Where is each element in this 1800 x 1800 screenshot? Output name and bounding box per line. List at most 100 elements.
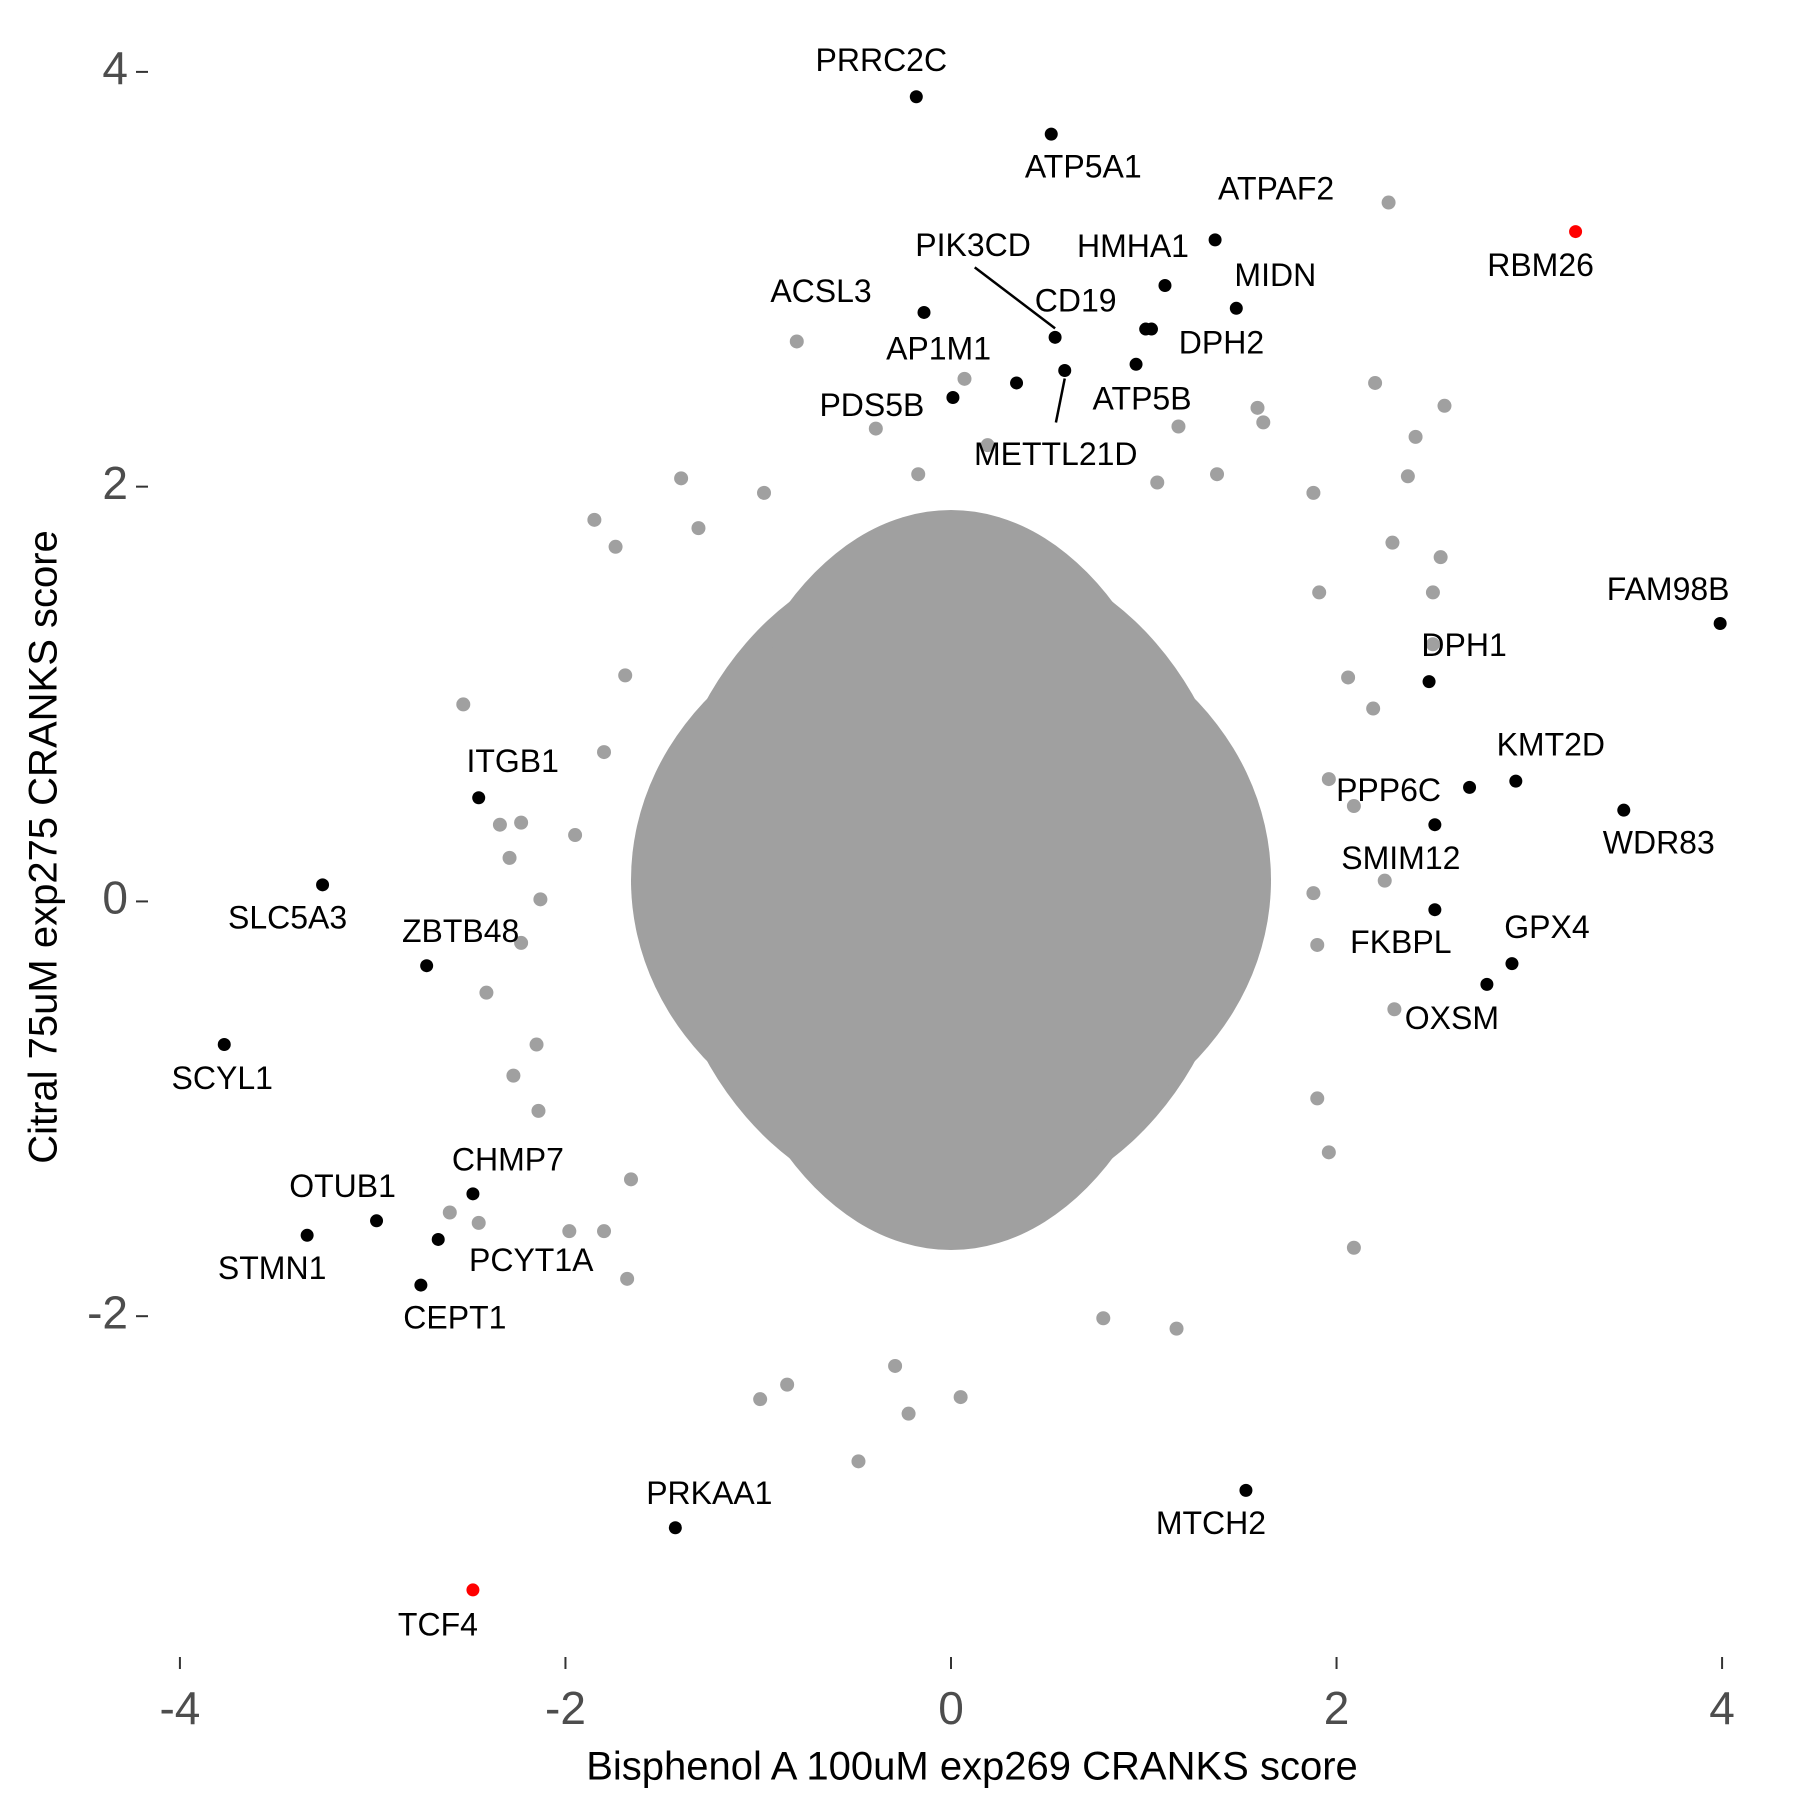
highlight-point <box>1463 780 1477 794</box>
point <box>957 371 972 386</box>
point <box>608 539 623 554</box>
point <box>479 985 494 1000</box>
y-tick-label: 2 <box>102 457 128 509</box>
point <box>506 1068 521 1083</box>
point <box>1425 637 1440 652</box>
point <box>587 512 602 527</box>
highlight-point <box>1144 322 1158 336</box>
highlight-point <box>414 1278 428 1292</box>
point <box>851 1454 866 1469</box>
highlight-point <box>420 959 434 973</box>
point <box>471 1215 486 1230</box>
point-label: OXSM <box>1405 1000 1499 1036</box>
highlight-point <box>370 1214 384 1228</box>
point <box>618 668 633 683</box>
highlight-point <box>946 390 960 404</box>
point-label: MTCH2 <box>1156 1505 1266 1541</box>
point <box>1368 375 1383 390</box>
x-tick-label: 2 <box>1324 1682 1350 1734</box>
point-label: SMIM12 <box>1341 840 1460 876</box>
point <box>514 935 529 950</box>
point <box>1150 475 1165 490</box>
highlight-point <box>466 1583 480 1597</box>
point-label: DPH2 <box>1179 324 1264 360</box>
highlight-point <box>1428 903 1442 917</box>
point <box>624 1172 638 1187</box>
point-label: FAM98B <box>1607 571 1730 607</box>
point <box>1377 873 1392 888</box>
highlight-point <box>1129 357 1143 371</box>
point <box>901 1406 916 1421</box>
highlight-point <box>1010 376 1024 390</box>
point <box>1310 1091 1325 1106</box>
point <box>597 1224 612 1239</box>
point <box>1312 585 1327 600</box>
point-label: SLC5A3 <box>228 899 347 935</box>
point-label: DPH1 <box>1421 627 1506 663</box>
point <box>1250 400 1265 415</box>
y-tick-label: 0 <box>102 872 128 924</box>
highlight-point <box>1480 977 1494 991</box>
point <box>1425 585 1440 600</box>
highlight-point <box>431 1232 445 1246</box>
point <box>1321 772 1336 787</box>
highlight-point <box>1422 675 1436 689</box>
point <box>1096 1311 1111 1326</box>
point-label: GPX4 <box>1504 909 1589 945</box>
point <box>780 1377 795 1392</box>
highlight-point <box>1044 127 1058 141</box>
highlight-point <box>472 791 486 805</box>
highlight-point <box>1048 330 1062 344</box>
point <box>1437 398 1452 413</box>
point-label: FKBPL <box>1350 924 1451 960</box>
point <box>533 892 548 907</box>
y-tick-label: 4 <box>102 42 128 94</box>
point <box>531 1103 546 1118</box>
x-axis-title: Bisphenol A 100uM exp269 CRANKS score <box>586 1745 1358 1789</box>
point <box>1306 886 1321 901</box>
x-tick-label: 0 <box>938 1682 964 1734</box>
highlight-point <box>466 1187 480 1201</box>
point <box>514 815 529 830</box>
point-label: CD19 <box>1035 282 1117 318</box>
leader-line <box>973 266 1056 330</box>
y-axis-title: Citral 75uM exp275 CRANKS score <box>22 530 66 1164</box>
point <box>562 1224 577 1239</box>
point-label: MIDN <box>1234 257 1316 293</box>
leader-line <box>1054 378 1066 423</box>
point <box>1341 670 1356 685</box>
highlight-point <box>1058 364 1072 378</box>
highlight-point <box>1569 225 1583 239</box>
point <box>1169 1321 1184 1336</box>
point-label: STMN1 <box>218 1250 326 1286</box>
point-label: CHMP7 <box>452 1141 564 1177</box>
point <box>953 1390 968 1405</box>
point <box>1433 550 1448 565</box>
point-label: HMHA1 <box>1077 228 1189 264</box>
point <box>529 1037 544 1052</box>
highlight-point <box>1239 1483 1253 1497</box>
point <box>1256 415 1271 430</box>
point <box>789 334 804 349</box>
point <box>1385 535 1400 550</box>
point-label: OTUB1 <box>289 1168 396 1204</box>
point <box>597 745 612 760</box>
point-label: ATP5A1 <box>1025 149 1142 185</box>
highlight-point <box>1158 278 1172 292</box>
point-label: ITGB1 <box>466 743 558 779</box>
point <box>1346 1240 1361 1255</box>
point-label: PDS5B <box>819 387 924 423</box>
point-label: ATP5B <box>1093 381 1192 417</box>
point <box>502 850 517 865</box>
point-label: PIK3CD <box>915 227 1031 263</box>
highlight-point <box>1208 233 1222 247</box>
point-label: RBM26 <box>1487 247 1594 283</box>
point <box>1408 429 1423 444</box>
highlight-point <box>316 878 330 892</box>
point-label: PRKAA1 <box>646 1475 772 1511</box>
point <box>1346 799 1361 814</box>
point <box>911 467 926 482</box>
point-label: ACSL3 <box>770 273 871 309</box>
point-label: ZBTB48 <box>402 913 519 949</box>
